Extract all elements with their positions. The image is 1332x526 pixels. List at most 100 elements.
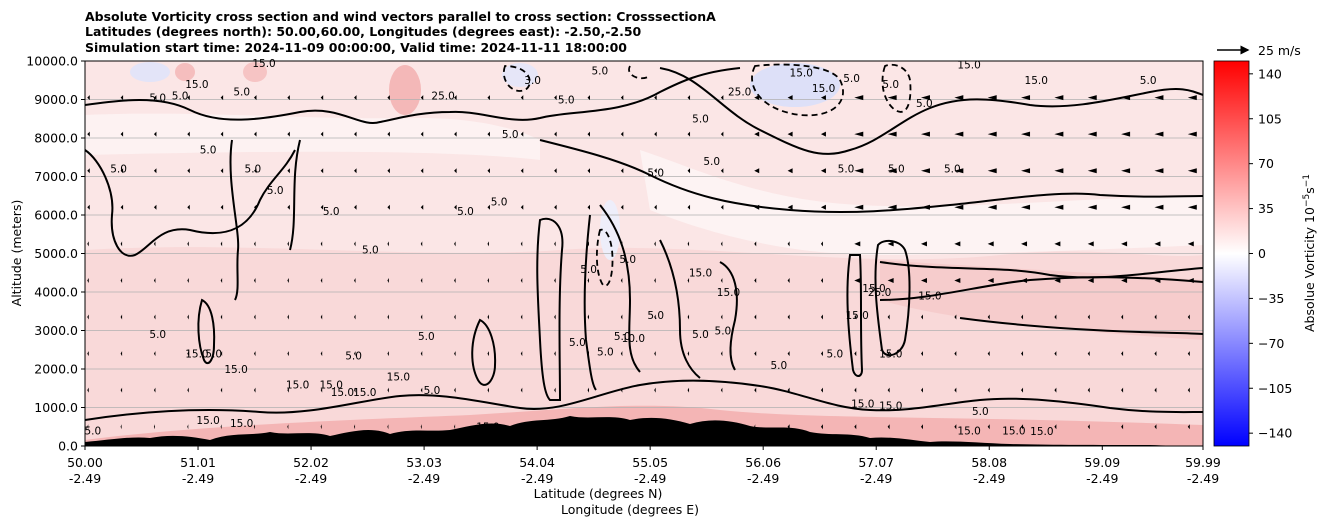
wind-vector xyxy=(354,351,356,357)
wind-vector xyxy=(754,351,757,357)
contour-label: 15.0 xyxy=(224,364,247,376)
contour-label-layer: 5.05.05.0 5.015.05.015.05.05.05.05.015.05… xyxy=(84,58,1156,438)
wind-vector xyxy=(1154,351,1157,357)
wind-vector xyxy=(920,277,927,283)
terrain xyxy=(85,416,1203,446)
wind-vector xyxy=(220,95,224,101)
contour-label: 5.0 xyxy=(323,206,340,218)
colorbar-tick-label: 140 xyxy=(1258,66,1282,81)
wind-vector xyxy=(420,241,423,247)
wind-vector xyxy=(487,241,489,247)
wind-vector xyxy=(754,314,757,320)
quiver-key-label: 25 m/s xyxy=(1258,43,1301,58)
wind-vector xyxy=(654,204,657,210)
wind-vector xyxy=(687,277,690,283)
wind-vector xyxy=(320,168,324,174)
contour-label: 15.0 xyxy=(230,418,253,430)
wind-vector xyxy=(820,204,826,210)
wind-vector xyxy=(587,314,589,320)
wind-vector xyxy=(620,351,623,357)
wind-vector xyxy=(1121,204,1131,210)
x-tick-label-lat: 59.99 xyxy=(1185,455,1221,470)
contour-label: 15.0 xyxy=(1025,75,1048,87)
wind-vector xyxy=(87,351,89,357)
colorbar-tick-label: 70 xyxy=(1258,156,1274,171)
wind-vector xyxy=(687,95,691,101)
x-tick-label-lat: 52.02 xyxy=(293,455,329,470)
wind-vector xyxy=(654,424,656,430)
contour-label: 15.0 xyxy=(717,287,740,299)
colorbar-tick-label: −35 xyxy=(1258,291,1284,306)
wind-vector xyxy=(887,131,897,137)
wind-vector xyxy=(1054,387,1057,393)
wind-vector xyxy=(887,424,890,430)
wind-vector xyxy=(287,277,289,283)
wind-vector xyxy=(887,168,897,174)
wind-vector xyxy=(287,131,290,137)
wind-vector xyxy=(987,387,990,393)
wind-vector xyxy=(1087,131,1097,137)
x-tick-label-lat: 56.06 xyxy=(745,455,781,470)
wind-vector xyxy=(120,424,122,430)
wind-vector xyxy=(1021,95,1031,101)
wind-vector xyxy=(253,241,256,247)
contour-label: 10.0 xyxy=(622,333,645,345)
wind-vector xyxy=(87,314,89,320)
wind-vector xyxy=(87,204,90,210)
wind-vector xyxy=(220,131,224,137)
contour-label: 15.0 xyxy=(879,348,902,360)
contour-label: 15.0 xyxy=(185,79,208,91)
wind-vector xyxy=(554,131,557,137)
wind-vector xyxy=(887,387,890,393)
wind-vector xyxy=(654,131,657,137)
colorbar-label-exp: −5 xyxy=(1302,194,1312,207)
wind-vector xyxy=(587,424,589,430)
wind-vector xyxy=(1154,204,1164,210)
y-tick-label: 1000.0 xyxy=(34,400,78,415)
wind-vector xyxy=(520,131,524,137)
contour-label: 15.0 xyxy=(185,348,208,360)
colorbar-label: Absolue Vorticity 10−5s−1 xyxy=(1302,174,1317,332)
wind-vector xyxy=(220,351,223,357)
vorticity-fill-white-1 xyxy=(640,150,1203,255)
wind-vector xyxy=(220,277,223,283)
contour-label: 5.0 xyxy=(826,348,843,360)
wind-vector xyxy=(687,424,689,430)
wind-vector xyxy=(1187,351,1190,357)
wind-vector xyxy=(654,95,657,101)
wind-vector xyxy=(920,131,930,137)
wind-vector xyxy=(1187,131,1197,137)
wind-vector xyxy=(954,168,964,174)
wind-vector xyxy=(554,277,556,283)
wind-vector xyxy=(854,277,861,283)
contour-label: 5.0 xyxy=(771,360,788,372)
wind-vector xyxy=(787,204,793,210)
wind-vector xyxy=(720,387,723,393)
wind-vector xyxy=(1154,314,1157,320)
chart-title: Absolute Vorticity cross section and win… xyxy=(85,9,716,55)
wind-vector xyxy=(587,387,589,393)
wind-vector xyxy=(787,351,790,357)
wind-vector xyxy=(1054,95,1064,101)
y-axis: 0.0 1000.0 2000.0 3000.0 4000.0 5000.0 6000.0 7… xyxy=(26,54,85,454)
wind-vector xyxy=(454,351,456,357)
wind-vector xyxy=(954,314,957,320)
wind-vector xyxy=(787,424,790,430)
wind-vector xyxy=(854,131,864,137)
wind-vector xyxy=(654,241,656,247)
wind-vector xyxy=(587,241,589,247)
wind-vector xyxy=(187,204,190,210)
wind-vector xyxy=(754,387,757,393)
contour-line xyxy=(471,318,497,386)
wind-vector xyxy=(987,204,997,210)
contour-line-dashed xyxy=(596,228,614,287)
wind-vector xyxy=(220,314,223,320)
contour-label: 15.0 xyxy=(957,60,980,72)
contour-label: 5.0 xyxy=(838,164,855,176)
wind-vector xyxy=(587,95,590,101)
wind-vector xyxy=(587,277,589,283)
x-tick-label-lat: 53.03 xyxy=(406,455,442,470)
wind-vector xyxy=(153,351,156,357)
wind-vector xyxy=(120,387,123,393)
